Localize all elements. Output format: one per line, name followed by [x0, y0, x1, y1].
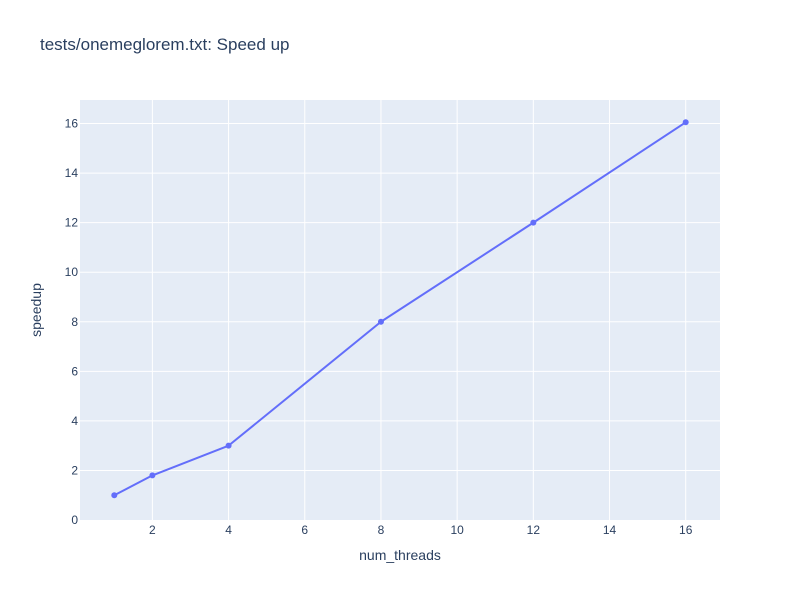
- y-tick-label: 10: [65, 265, 79, 279]
- x-tick-label: 14: [603, 523, 617, 537]
- y-tick-label: 0: [71, 513, 78, 527]
- y-tick-label: 12: [65, 216, 79, 230]
- x-tick-label: 16: [679, 523, 693, 537]
- series-line: [113, 121, 687, 497]
- y-tick-label: 16: [65, 117, 79, 131]
- y-tick-label: 6: [71, 364, 78, 378]
- y-axis-title: speedup: [28, 283, 44, 337]
- chart-title: tests/onemeglorem.txt: Speed up: [40, 35, 289, 54]
- y-axis-ticks: 0 2 4 6 8 10 12 14 16: [65, 117, 79, 527]
- x-axis-title: num_threads: [359, 547, 441, 563]
- data-point[interactable]: [111, 492, 118, 499]
- y-tick-label: 4: [71, 414, 78, 428]
- data-point[interactable]: [225, 442, 232, 449]
- x-tick-label: 8: [378, 523, 385, 537]
- data-point[interactable]: [377, 318, 384, 325]
- grid-lines: [80, 100, 720, 520]
- x-axis-ticks: 2 4 6 8 10 12 14 16: [149, 523, 693, 537]
- x-tick-label: 12: [527, 523, 541, 537]
- y-tick-label: 8: [71, 315, 78, 329]
- x-tick-label: 10: [450, 523, 464, 537]
- y-tick-label: 14: [65, 166, 79, 180]
- y-tick-label: 2: [71, 463, 78, 477]
- data-point[interactable]: [149, 472, 156, 479]
- x-tick-label: 4: [225, 523, 232, 537]
- data-point[interactable]: [682, 119, 689, 126]
- data-point[interactable]: [530, 219, 537, 226]
- x-tick-label: 2: [149, 523, 156, 537]
- series-layer: [111, 119, 689, 499]
- x-tick-label: 6: [301, 523, 308, 537]
